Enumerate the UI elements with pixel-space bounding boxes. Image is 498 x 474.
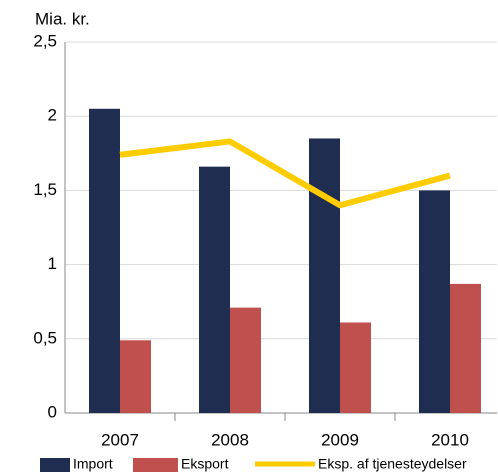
x-tick-label: 2009: [321, 430, 359, 449]
bar: [450, 283, 481, 413]
y-tick-label: 0,5: [33, 328, 57, 347]
y-tick-label: 2,5: [33, 31, 57, 50]
y-tick-label: 2: [48, 106, 57, 125]
y-tick-label: 1,5: [33, 180, 57, 199]
bar: [340, 322, 371, 413]
x-tick-label: 2007: [101, 430, 139, 449]
legend-label: Eksp. af tjenesteydelser: [318, 456, 467, 472]
bar: [230, 307, 261, 413]
bar: [120, 340, 151, 413]
legend-label: Eksport: [181, 456, 229, 472]
x-tick-label: 2010: [431, 430, 469, 449]
bar: [309, 138, 340, 413]
line: [119, 138, 451, 209]
y-tick-label: 1: [48, 254, 57, 273]
legend-label: Import: [73, 456, 113, 472]
legend-swatch: [40, 458, 70, 472]
legend-swatch: [133, 458, 178, 472]
bar: [89, 108, 120, 413]
y-axis-label: Mia. kr.: [35, 9, 90, 28]
x-tick-label: 2008: [211, 430, 249, 449]
bar: [419, 190, 450, 413]
y-tick-label: 0: [48, 402, 57, 421]
bar: [199, 166, 230, 413]
